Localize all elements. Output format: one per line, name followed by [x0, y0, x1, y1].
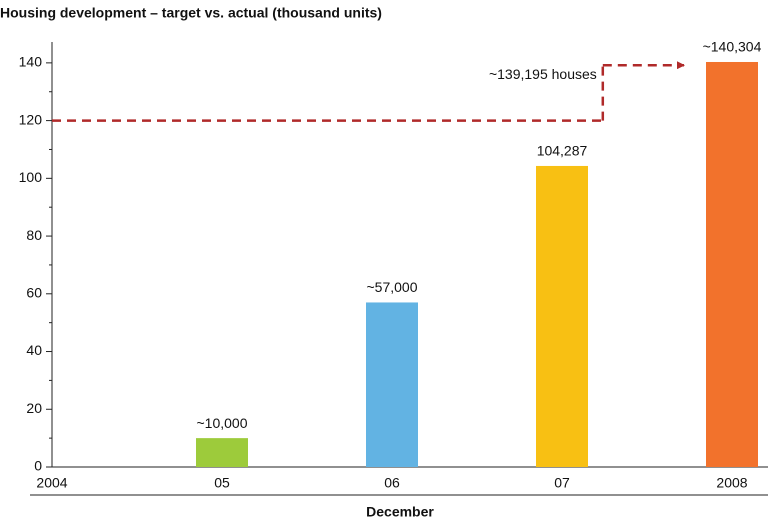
target-annotation: ~139,195 houses: [489, 66, 597, 82]
x-tick-label: 2004: [36, 475, 67, 491]
x-tick-label: 07: [554, 475, 570, 491]
bar: [196, 438, 248, 467]
value-label: ~57,000: [367, 279, 418, 295]
y-tick-label: 20: [26, 400, 42, 416]
value-label: 104,287: [537, 143, 588, 159]
x-tick-label: 05: [214, 475, 230, 491]
bar: [366, 302, 418, 467]
x-tick-label: 06: [384, 475, 400, 491]
bar: [536, 165, 588, 467]
chart-title: Housing development – target vs. actual …: [0, 5, 382, 21]
y-tick-label: 0: [34, 458, 42, 474]
y-tick-label: 40: [26, 342, 42, 358]
y-tick-label: 140: [19, 54, 43, 70]
x-tick-label: 2008: [716, 475, 747, 491]
value-label: ~140,304: [703, 39, 762, 55]
x-axis-label: December: [366, 504, 434, 520]
bar: [706, 61, 758, 467]
y-tick-label: 100: [19, 169, 43, 185]
y-tick-label: 60: [26, 285, 42, 301]
y-tick-label: 120: [19, 111, 43, 127]
y-tick-label: 80: [26, 227, 42, 243]
value-label: ~10,000: [197, 415, 248, 431]
